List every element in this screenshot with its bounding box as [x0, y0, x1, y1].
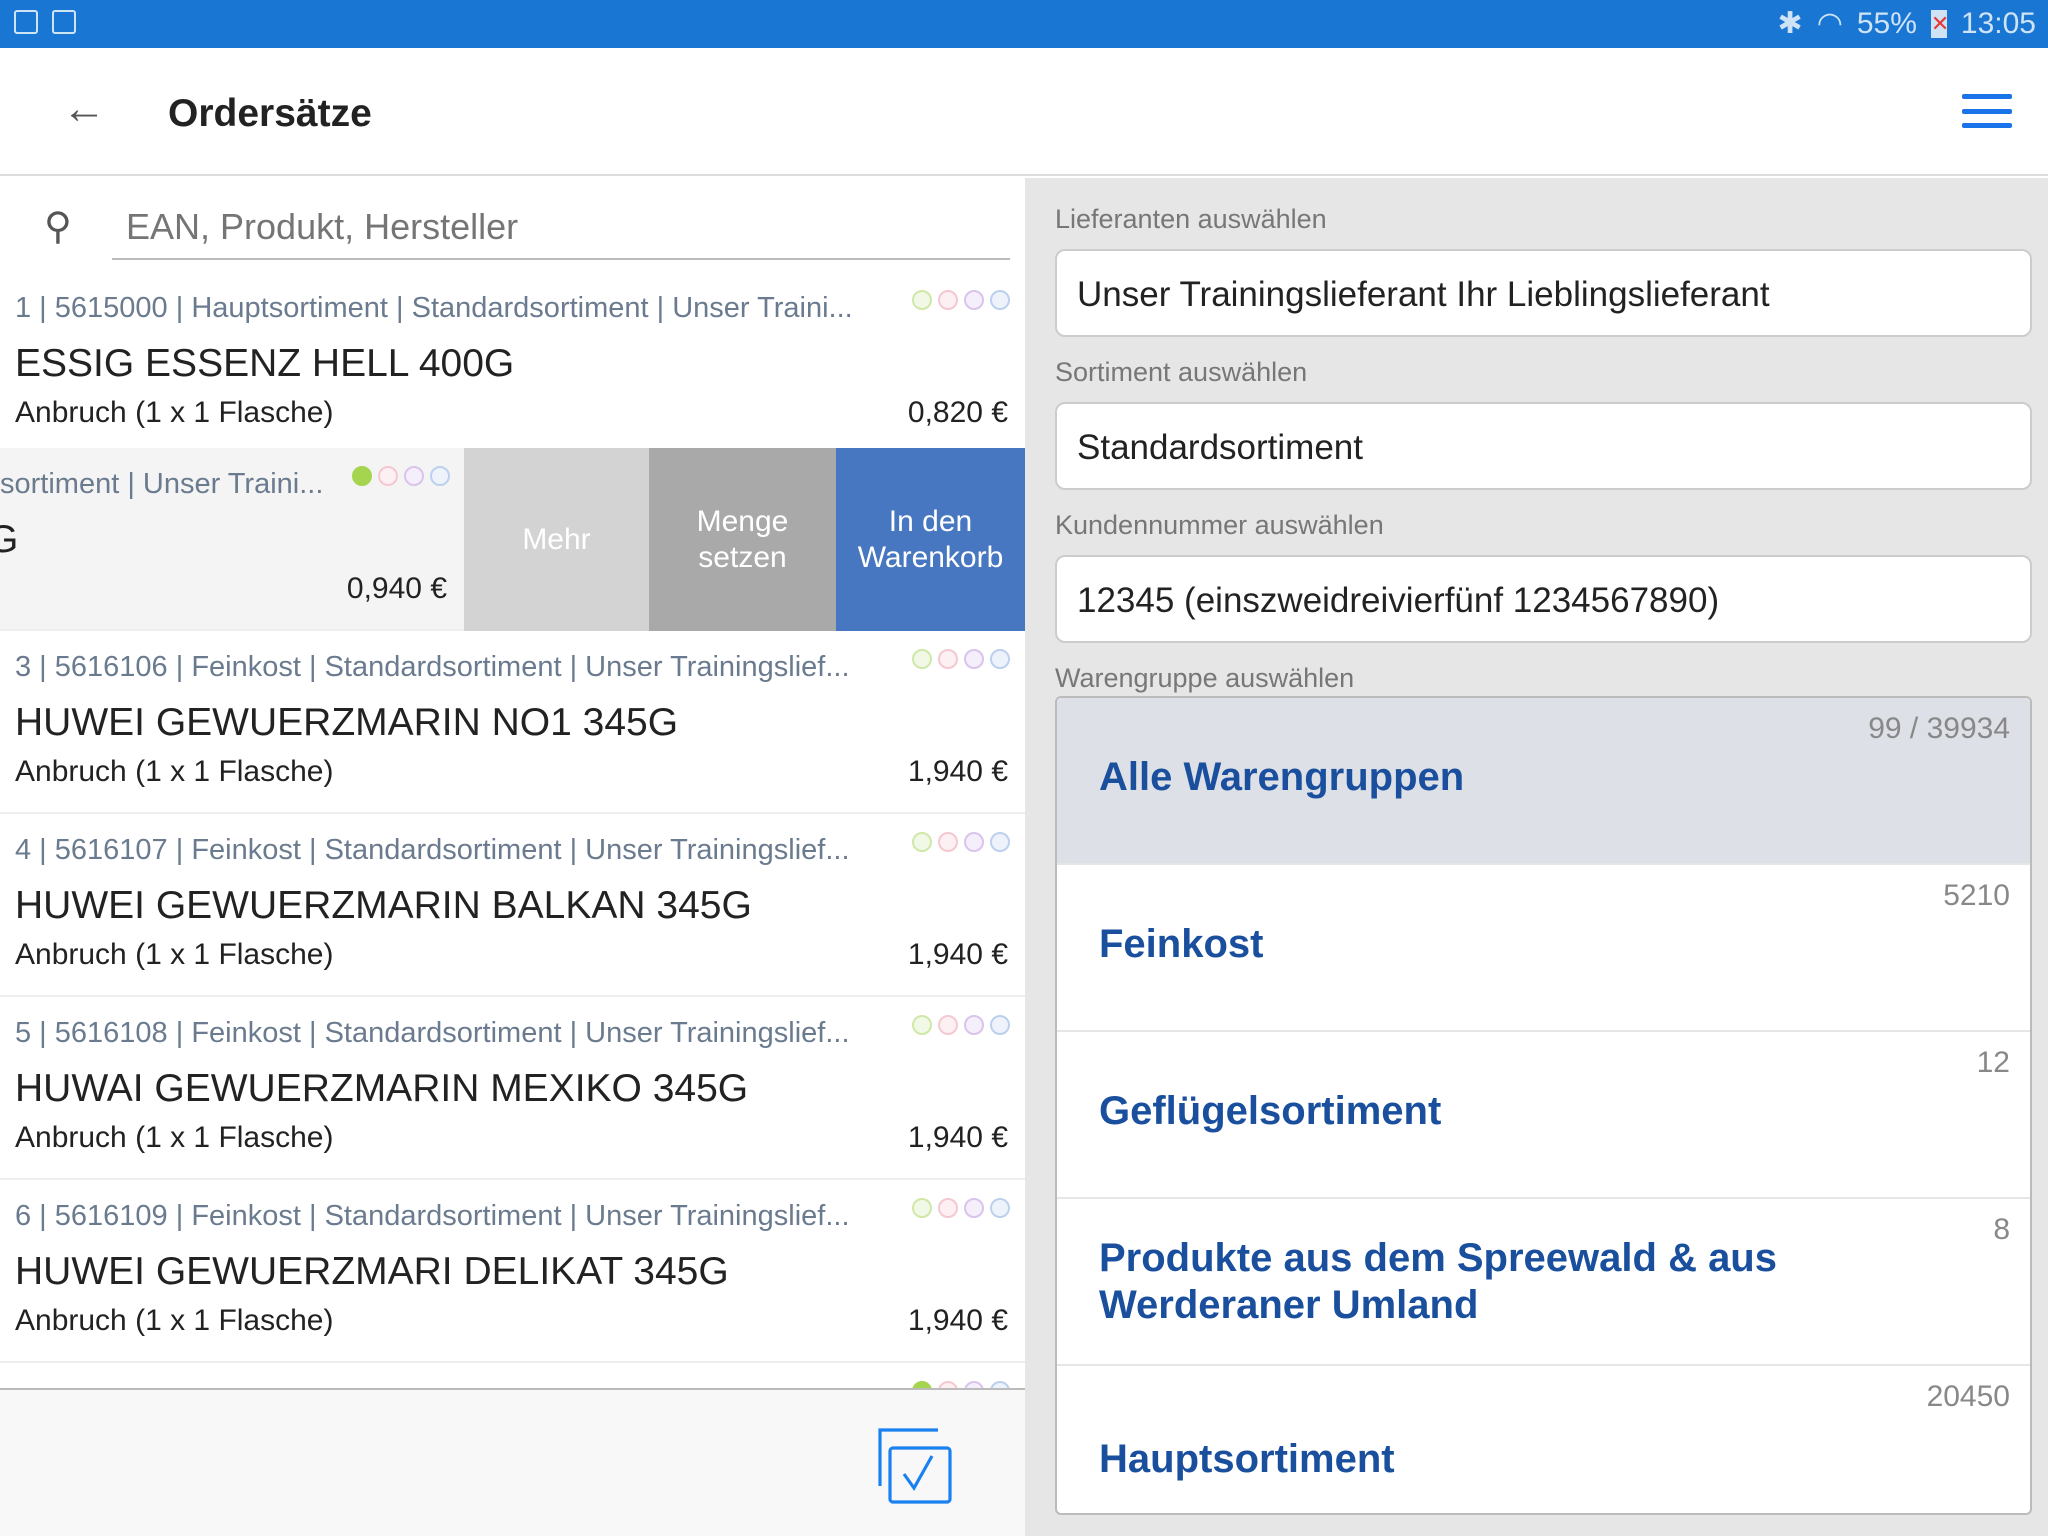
- item-price: 0,820 €: [907, 396, 1008, 429]
- group-item-hauptsortiment[interactable]: 20450 Hauptsortiment: [1057, 1366, 2030, 1513]
- list-item[interactable]: 1 | 5615000 | Hauptsortiment | Standards…: [0, 272, 1025, 455]
- item-meta: 3 | 5616106 | Feinkost | Standardsortime…: [15, 651, 850, 683]
- group-name: Geflügelsortiment: [1099, 1089, 1442, 1133]
- back-arrow-icon[interactable]: ←: [62, 84, 106, 133]
- group-count: 20450: [1926, 1380, 2010, 1413]
- assortment-select[interactable]: Standardsortiment: [1055, 402, 2032, 490]
- item-meta: 5 | 5616108 | Feinkost | Standardsortime…: [15, 1017, 850, 1049]
- bottom-bar: [0, 1388, 1025, 1536]
- wifi-icon: ◠: [1816, 7, 1843, 40]
- hamburger-menu-icon[interactable]: [1962, 94, 2012, 128]
- status-dots: [912, 1015, 1010, 1035]
- item-name: G: [0, 518, 19, 561]
- supplier-select[interactable]: Unser Trainingslieferant Ihr Lieblingsli…: [1055, 249, 2032, 337]
- item-name: HUWEI GEWUERZMARIN NO1 345G: [15, 701, 679, 744]
- item-unit: Anbruch (1 x 1 Flasche): [15, 938, 334, 971]
- search-icon: ⚲: [44, 206, 72, 248]
- item-name: HUWAI GEWUERZMARIN MEXIKO 345G: [15, 1067, 749, 1110]
- item-meta: 6 | 5616109 | Feinkost | Standardsortime…: [15, 1200, 850, 1232]
- group-count: 99 / 39934: [1868, 712, 2010, 745]
- item-name: ESSIG ESSENZ HELL 400G: [15, 342, 515, 385]
- status-dots: [352, 466, 450, 486]
- group-item-gefluegel[interactable]: 12 Geflügelsortiment: [1057, 1032, 2030, 1199]
- clock: 13:05: [1960, 6, 2036, 40]
- search-bar: ⚲: [40, 196, 1010, 260]
- page-title: Ordersätze: [168, 92, 372, 135]
- group-item-all[interactable]: 99 / 39934 Alle Warengruppen: [1057, 698, 2030, 865]
- customer-label: Kundennummer auswählen: [1055, 510, 1384, 540]
- group-item-spreewald[interactable]: 8 Produkte aus dem Spreewald & aus Werde…: [1057, 1199, 2030, 1366]
- bluetooth-icon: ✱: [1777, 7, 1803, 40]
- customer-select[interactable]: 12345 (einszweidreivierfünf 1234567890): [1055, 555, 2032, 643]
- status-dots: [912, 649, 1010, 669]
- item-price: 1,940 €: [907, 1121, 1008, 1154]
- item-unit: Anbruch (1 x 1 Flasche): [15, 1304, 334, 1337]
- group-name: Alle Warengruppen: [1099, 755, 1465, 799]
- group-name: Hauptsortiment: [1099, 1437, 1395, 1481]
- app-bar: ← Ordersätze: [0, 48, 2048, 176]
- item-meta: 4 | 5616107 | Feinkost | Standardsortime…: [15, 834, 850, 866]
- group-count: 5210: [1943, 879, 2010, 912]
- list-item-swiped[interactable]: sortiment | Unser Traini... G 0,940 € Me…: [0, 448, 1025, 631]
- battery-icon: ✕: [1930, 9, 1950, 38]
- status-dots: [912, 832, 1010, 852]
- battery-percent: 55%: [1856, 6, 1917, 40]
- item-name: HUWEI GEWUERZMARIN BALKAN 345G: [15, 884, 752, 927]
- product-list-panel: ⚲ 1 | 5615000 | Hauptsortiment | Standar…: [0, 178, 1025, 1536]
- add-to-cart-button[interactable]: In den Warenkorb: [836, 448, 1025, 631]
- set-quantity-button[interactable]: Menge setzen: [649, 448, 836, 631]
- gallery-icon: [14, 10, 38, 34]
- status-bar: ✱ ◠ 55% ✕ 13:05: [0, 0, 2048, 48]
- clipboard-icon: [52, 10, 76, 34]
- group-name: Feinkost: [1099, 922, 1264, 966]
- item-meta: 1 | 5615000 | Hauptsortiment | Standards…: [15, 292, 853, 324]
- item-unit: Anbruch (1 x 1 Flasche): [15, 755, 334, 788]
- product-group-list: 99 / 39934 Alle Warengruppen 5210 Feinko…: [1055, 696, 2032, 1515]
- group-count: 12: [1976, 1046, 2010, 1079]
- list-item[interactable]: 4 | 5616107 | Feinkost | Standardsortime…: [0, 814, 1025, 997]
- item-price: 1,940 €: [907, 938, 1008, 971]
- item-unit: Anbruch (1 x 1 Flasche): [15, 396, 334, 429]
- order-confirm-icon[interactable]: [878, 1426, 954, 1504]
- product-group-label: Warengruppe auswählen: [1055, 663, 1355, 693]
- search-input[interactable]: [112, 196, 1010, 260]
- filter-panel: Lieferanten auswählen Unser Trainingslie…: [1025, 178, 2048, 1536]
- item-price: 1,940 €: [907, 755, 1008, 788]
- supplier-label: Lieferanten auswählen: [1055, 204, 1327, 234]
- list-item[interactable]: 3 | 5616106 | Feinkost | Standardsortime…: [0, 631, 1025, 814]
- item-price: 1,940 €: [907, 1304, 1008, 1337]
- status-dots: [912, 290, 1010, 310]
- assortment-label: Sortiment auswählen: [1055, 357, 1308, 387]
- more-button[interactable]: Mehr: [464, 448, 649, 631]
- item-meta: sortiment | Unser Traini...: [0, 468, 324, 500]
- list-item[interactable]: 5 | 5616108 | Feinkost | Standardsortime…: [0, 997, 1025, 1180]
- list-item[interactable]: 6 | 5616109 | Feinkost | Standardsortime…: [0, 1180, 1025, 1363]
- group-count: 8: [1993, 1213, 2010, 1246]
- item-name: HUWEI GEWUERZMARI DELIKAT 345G: [15, 1250, 729, 1293]
- item-price: 0,940 €: [346, 572, 447, 605]
- item-unit: Anbruch (1 x 1 Flasche): [15, 1121, 334, 1154]
- group-item-feinkost[interactable]: 5210 Feinkost: [1057, 865, 2030, 1032]
- status-dots: [912, 1198, 1010, 1218]
- group-name: Produkte aus dem Spreewald & aus Werdera…: [1099, 1236, 1777, 1327]
